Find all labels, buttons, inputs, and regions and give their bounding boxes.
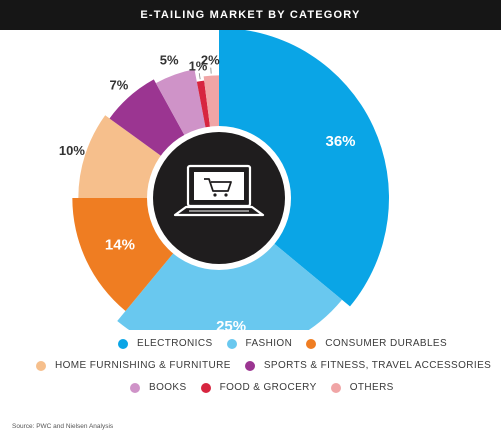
pie-slice-electronics (219, 30, 389, 307)
pie-slice-others (203, 75, 219, 135)
legend-swatch (118, 338, 128, 349)
pie-slice-fashion (117, 238, 343, 330)
source-note: Source: PWC and Nielsen Analysis (12, 423, 114, 430)
pie-slice-consumer-durables (72, 198, 179, 312)
legend-row: BOOKS FOOD & GROCERY OTHERS (130, 382, 394, 393)
legend-item-books: BOOKS (130, 382, 187, 393)
legend-label: FASHION (245, 338, 293, 349)
legend-item-food-and-grocery: FOOD & GROCERY (200, 382, 317, 393)
slice-label-others: 2% (201, 53, 220, 68)
pie-slice-home-furnishing-and-furniture (78, 115, 168, 198)
legend-swatch (200, 382, 211, 393)
slice-label-sports-and-fitness-travel-accessories: 7% (110, 77, 129, 92)
legend-label: SPORTS & FITNESS, TRAVEL ACCESSORIES (263, 360, 492, 371)
legend-label: FOOD & GROCERY (219, 382, 317, 393)
chart-title: E-TAILING MARKET BY CATEGORY (140, 9, 361, 21)
legend-label: HOME FURNISHING & FURNITURE (55, 360, 231, 371)
slice-label-consumer-durables: 14% (105, 237, 135, 254)
legend-item-home-furnishing-and-furniture: HOME FURNISHING & FURNITURE (36, 360, 231, 371)
legend-swatch (330, 382, 341, 393)
legend-swatch (36, 360, 46, 371)
legend-row: HOME FURNISHING & FURNITURE SPORTS & FITN… (36, 360, 491, 371)
chart-header: E-TAILING MARKET BY CATEGORY (0, 0, 501, 30)
legend-swatch (306, 338, 317, 349)
legend-item-electronics: ELECTRONICS (118, 338, 213, 349)
legend-row: ELECTRONICS FASHION CONSUMER DURABLES (118, 338, 447, 349)
label-leader-line (198, 73, 201, 80)
legend-item-consumer-durables: CONSUMER DURABLES (306, 338, 447, 349)
legend-swatch (226, 338, 237, 349)
slice-label-food-and-grocery: 1% (189, 58, 208, 73)
legend-swatch (130, 382, 140, 393)
legend-label: CONSUMER DURABLES (325, 338, 448, 349)
pie-slice-sports-and-fitness-travel-accessories (109, 79, 189, 161)
legend-swatch (244, 360, 255, 371)
legend-label: ELECTRONICS (137, 338, 213, 349)
legend-item-sports-and-fitness-travel-accessories: SPORTS & FITNESS, TRAVEL ACCESSORIES (244, 360, 492, 371)
legend-item-others: OTHERS (330, 382, 394, 393)
slice-label-fashion: 25% (216, 318, 246, 330)
legend-label: BOOKS (149, 382, 187, 393)
pie-chart: 36% 25% 14% 10% 7% 5% 1%2% (59, 30, 389, 330)
legend-item-fashion: FASHION (226, 338, 293, 349)
pie-slice-books (155, 69, 208, 142)
slice-label-home-furnishing-and-furniture: 10% (59, 143, 85, 158)
slice-label-books: 5% (160, 53, 179, 68)
laptop-shopping-cart-icon (173, 164, 265, 217)
legend-label: OTHERS (349, 382, 394, 393)
pie-slice-food-and-grocery (196, 80, 211, 136)
slice-label-electronics: 36% (326, 133, 356, 150)
